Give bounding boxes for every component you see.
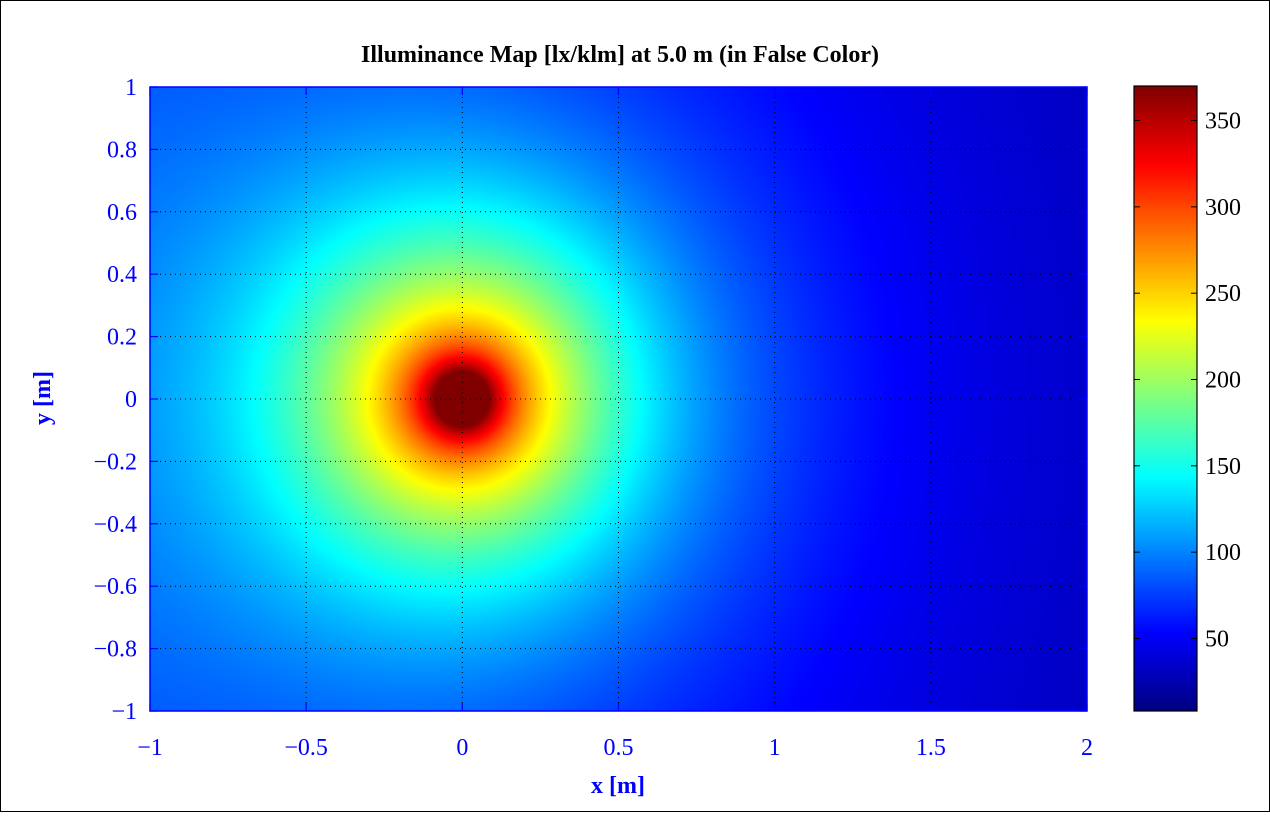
colorbar-image-wrapper bbox=[1134, 86, 1197, 711]
colorbar-tick-label: 50 bbox=[1205, 626, 1229, 652]
x-tick-label: 0.5 bbox=[604, 735, 634, 761]
y-tick-label: 0.6 bbox=[107, 200, 137, 226]
y-tick-label: −0.6 bbox=[93, 574, 137, 600]
colorbar-tick-label: 250 bbox=[1205, 281, 1241, 307]
grid-lines bbox=[150, 87, 1087, 711]
x-tick-label: 1 bbox=[769, 735, 781, 761]
colorbar-image bbox=[1134, 86, 1197, 711]
colorbar-frame bbox=[1133, 85, 1198, 712]
y-tick-label: 0 bbox=[125, 387, 137, 413]
x-axis-label: x [m] bbox=[591, 773, 645, 799]
y-tick-label: −0.8 bbox=[93, 637, 137, 663]
y-tick-label: −0.4 bbox=[93, 512, 137, 538]
colorbar-tick-label: 200 bbox=[1205, 368, 1241, 394]
colorbar-tick-label: 150 bbox=[1205, 454, 1241, 480]
x-tick-label: 2 bbox=[1081, 735, 1093, 761]
axes: −1 −0.5 0 0.5 1 1.5 2 1 0.8 0.6 0.4 0.2 0 −0.2 −0.4 −0.… bbox=[93, 75, 1093, 761]
x-tick-label: −1 bbox=[137, 735, 163, 761]
y-tick-label: 0.4 bbox=[107, 262, 137, 288]
colorbar-tick-label: 300 bbox=[1205, 195, 1241, 221]
y-axis-label: y [m] bbox=[30, 371, 56, 425]
y-tick-label: 1 bbox=[125, 75, 137, 101]
x-tick-label: 0 bbox=[456, 735, 468, 761]
y-tick-label: 0.2 bbox=[107, 325, 137, 351]
x-tick-label: 1.5 bbox=[916, 735, 946, 761]
y-tick-label: 0.8 bbox=[107, 137, 137, 163]
y-tick-label: −1 bbox=[111, 699, 137, 725]
colorbar-tick-label: 100 bbox=[1205, 540, 1241, 566]
x-tick-label: −0.5 bbox=[284, 735, 328, 761]
colorbar-tick-label: 350 bbox=[1205, 109, 1241, 135]
chart-title: Illuminance Map [lx/klm] at 5.0 m (in Fa… bbox=[361, 42, 879, 68]
y-tick-label: −0.2 bbox=[93, 449, 137, 475]
colorbar: 50 100 150 200 250 300 350 bbox=[1133, 85, 1241, 712]
